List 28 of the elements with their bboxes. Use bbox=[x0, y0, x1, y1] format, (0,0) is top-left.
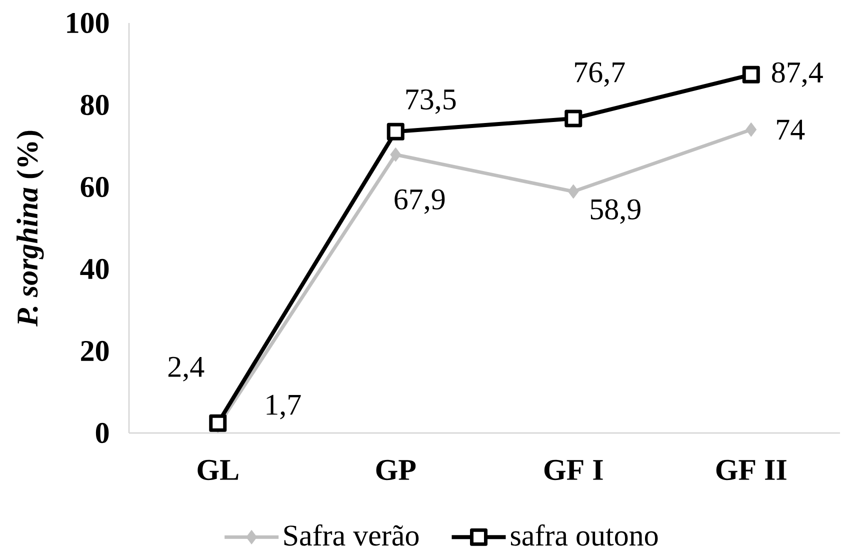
y-tick-label: 80 bbox=[80, 94, 109, 116]
data-label: 67,9 bbox=[394, 189, 445, 214]
point bbox=[209, 414, 227, 432]
x-tick-label: GF II bbox=[716, 460, 786, 480]
point bbox=[386, 122, 404, 140]
data-label: 1,7 bbox=[266, 394, 301, 420]
point bbox=[746, 122, 757, 137]
y-axis-title: P. sorghina (%) bbox=[16, 130, 44, 327]
data-label: 73,5 bbox=[406, 89, 456, 114]
point bbox=[390, 147, 402, 162]
legend-label: safra outono bbox=[510, 524, 658, 546]
legend-label: Safra verão bbox=[284, 524, 419, 546]
data-label: 2,4 bbox=[168, 356, 204, 382]
x-tick-label: GF I bbox=[544, 460, 603, 480]
y-tick-label: 40 bbox=[80, 258, 109, 280]
data-label: 87,4 bbox=[772, 62, 823, 87]
point bbox=[564, 110, 582, 128]
y-tick-label: 100 bbox=[67, 12, 109, 34]
y-tick-label: 0 bbox=[96, 422, 109, 444]
point bbox=[742, 66, 760, 84]
point bbox=[568, 184, 579, 199]
data-label: 76,7 bbox=[575, 62, 625, 87]
y-tick-label: 20 bbox=[81, 340, 109, 362]
x-tick-label: GP bbox=[376, 460, 416, 480]
data-label: 58,9 bbox=[590, 199, 640, 224]
data-label: 74 bbox=[777, 120, 805, 140]
y-tick-label: 60 bbox=[80, 176, 109, 198]
x-tick-label: GL bbox=[198, 460, 238, 480]
